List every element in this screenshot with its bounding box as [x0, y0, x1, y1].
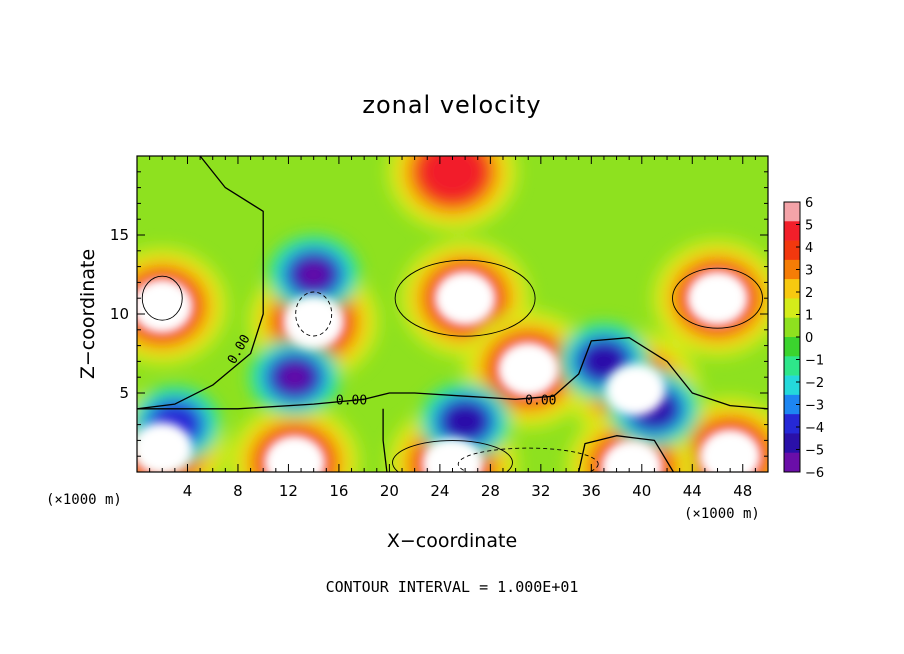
core-interior-4 — [605, 363, 666, 416]
zero-contour-1 — [137, 337, 768, 410]
colorbar-tick-label: −5 — [805, 444, 824, 459]
colorbar-swatch — [784, 221, 800, 241]
x-tick-label: 24 — [430, 482, 449, 500]
contour-interval-note: CONTOUR INTERVAL = 1.000E+01 — [326, 578, 579, 596]
y-axis: 5 10 15 — [110, 171, 768, 457]
y-tick-label: 15 — [110, 226, 129, 244]
x-tick-label: 48 — [733, 482, 752, 500]
colorbar: 6 5 4 3 2 1 0 −1 −2 −3 −4 −5 −6 — [783, 196, 824, 481]
negative-core-4-level--4 — [443, 402, 488, 441]
positive-contour-0 — [394, 259, 536, 337]
positive-contour-3 — [392, 440, 513, 472]
colorbar-swatch — [784, 317, 800, 338]
core-interior-0 — [137, 280, 193, 333]
x-tick-label: 16 — [329, 482, 348, 500]
y-tick-label: 5 — [119, 384, 129, 402]
colorbar-swatch — [784, 298, 800, 319]
negative-core-1-level--5 — [280, 365, 309, 390]
x-unit-right: (×1000 m) — [684, 506, 760, 522]
x-tick-label: 28 — [481, 482, 500, 500]
colorbar-tick-label: 6 — [805, 196, 813, 211]
core-interior-8 — [700, 430, 761, 472]
colorbar-tick-label: 3 — [805, 264, 813, 279]
x-tick-label: 32 — [531, 482, 550, 500]
y-tick-label: 10 — [110, 305, 129, 323]
x-tick-label: 12 — [279, 482, 298, 500]
colorbar-tick-label: −6 — [805, 466, 824, 481]
colorbar-swatch — [784, 452, 800, 473]
colorbar-swatch — [784, 240, 800, 261]
negative-contour-0 — [295, 291, 333, 337]
colorbar-swatch — [784, 394, 800, 415]
colorbar-swatch — [784, 259, 800, 280]
core-interior-1 — [435, 272, 496, 325]
core-interior-11 — [498, 343, 559, 396]
velocity-field — [137, 156, 768, 472]
colorbar-tick-label: 5 — [805, 219, 813, 234]
x-tick-label: 20 — [380, 482, 399, 500]
colorbar-tick-label: −4 — [805, 421, 824, 436]
x-unit-left: (×1000 m) — [46, 492, 122, 508]
contour-label: 0.00 — [336, 393, 367, 408]
core-interior-9 — [601, 441, 662, 472]
colorbar-swatch — [784, 433, 800, 454]
zero-contour-2 — [382, 408, 388, 472]
zero-contour-0 — [137, 156, 264, 410]
x-tick-label: 40 — [632, 482, 651, 500]
core-interior-7 — [137, 422, 193, 472]
colorbar-tick-label: 1 — [805, 309, 813, 324]
contour-labels: 0.000.00 0.00 — [225, 332, 557, 408]
colorbar-swatch — [784, 279, 800, 299]
colorbar-swatch — [784, 202, 800, 222]
positive-contour-1 — [672, 267, 763, 329]
colorbar-tick-label: −3 — [805, 399, 824, 414]
chart-title: zonal velocity — [362, 91, 541, 119]
plot-area — [137, 156, 768, 472]
negative-contour-1 — [457, 447, 599, 472]
x-axis: 4 8 12 16 20 24 28 32 36 40 44 48 — [149, 156, 756, 500]
positive-contour-2 — [141, 275, 183, 321]
colorbar-tick-label: 4 — [805, 241, 813, 256]
core-interior-5 — [422, 438, 483, 472]
x-tick-label: 4 — [183, 482, 193, 500]
negative-core-2-level--4 — [581, 342, 626, 381]
colorbar-swatch — [784, 337, 800, 357]
core-interior-6 — [264, 436, 325, 472]
x-tick-label: 44 — [683, 482, 702, 500]
colorbar-swatch — [784, 375, 800, 396]
colorbar-tick-label: −1 — [805, 354, 824, 369]
negative-core-0-level--5 — [299, 262, 328, 287]
x-tick-label: 8 — [233, 482, 243, 500]
colorbar-swatch — [784, 356, 800, 376]
contour-label: 0.00 — [525, 393, 556, 408]
colorbar-tick-label: 0 — [805, 331, 813, 346]
colorbar-tick-label: −2 — [805, 376, 824, 391]
colorbar-tick-label: 2 — [805, 286, 813, 301]
core-interior-2 — [687, 272, 748, 325]
core-interior-3 — [283, 295, 344, 348]
colorbar-swatch — [784, 414, 800, 434]
positive-core-10-level-5 — [422, 156, 483, 200]
x-axis-label: X−coordinate — [387, 530, 517, 552]
contour-lines — [137, 156, 768, 472]
y-axis-label: Z−coordinate — [77, 249, 99, 379]
zero-contour-3 — [578, 435, 674, 472]
x-tick-label: 36 — [582, 482, 601, 500]
